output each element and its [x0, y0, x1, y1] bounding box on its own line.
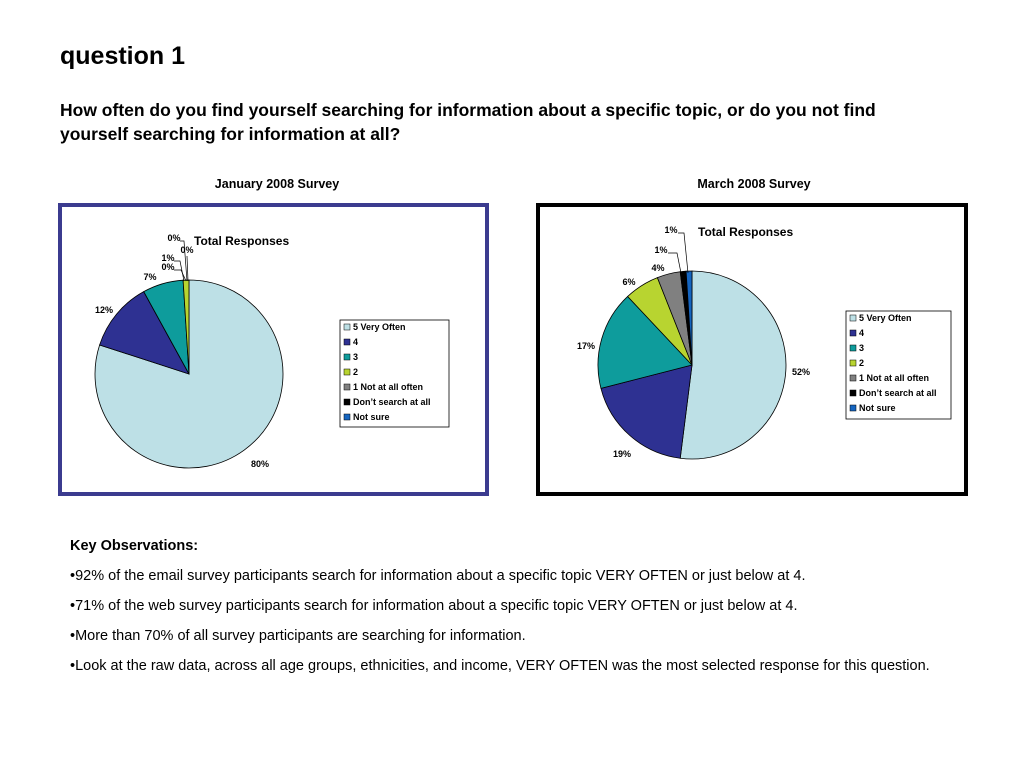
data-label: 1% — [161, 253, 174, 263]
pie-slice-2 — [600, 364, 693, 459]
legend-swatch — [343, 383, 351, 391]
legend-swatch — [343, 338, 351, 346]
pie-slice-2 — [99, 291, 190, 375]
legend-swatch — [343, 323, 351, 331]
legend-entry: Not sure — [353, 412, 390, 422]
legend-swatch — [849, 404, 857, 412]
legend-entry: 5 Very Often — [353, 322, 406, 332]
data-label: 17% — [577, 341, 595, 351]
legend-swatch — [343, 413, 351, 421]
legend-entry: 3 — [859, 343, 864, 353]
data-label: 4% — [651, 263, 664, 273]
legend-swatch — [343, 368, 351, 376]
chart-title: Total Responses — [698, 225, 793, 239]
legend-swatch — [343, 353, 351, 361]
data-label: 52% — [792, 367, 810, 377]
note-item: •Look at the raw data, across all age gr… — [70, 658, 930, 674]
legend-swatch — [849, 389, 857, 397]
notes-heading: Key Observations: — [70, 538, 199, 554]
legend-entry: 2 — [859, 358, 864, 368]
legend-swatch — [343, 398, 351, 406]
survey-title-january: January 2008 Survey — [214, 177, 340, 191]
legend-box — [845, 310, 952, 420]
legend-entry: Don’t search at all — [859, 388, 937, 398]
question-text: How often do you find yourself searching… — [60, 100, 876, 144]
note-item: •71% of the web survey participants sear… — [70, 598, 798, 614]
data-label: 80% — [251, 459, 269, 469]
pie-slice-1 — [679, 270, 787, 460]
legend-swatch — [849, 344, 857, 352]
page-title: question 1 — [60, 42, 186, 70]
pie-slice-7 — [685, 270, 693, 366]
pie-slice-4 — [182, 279, 190, 375]
data-label: 6% — [622, 277, 635, 287]
leader-line — [180, 240, 188, 282]
leader-line — [174, 269, 187, 282]
data-label: 1% — [654, 245, 667, 255]
legend-swatch — [849, 359, 857, 367]
legend-entry: 4 — [353, 337, 358, 347]
pie-chart-march: Total Responses 52% 19% 17% 6% 4% 1% 1% 5 Very O… — [577, 225, 952, 460]
chart-march: Total Responses 52% 19% 17% 6% 4% 1% 1% 5 Very O… — [536, 203, 968, 496]
note-item: •More than 70% of all survey participant… — [70, 628, 526, 644]
legend-entry: 3 — [353, 352, 358, 362]
legend-swatch — [849, 374, 857, 382]
chart-january: Total Responses 80% 12% 7% 1% 0% 0% 0% 5 Very Of… — [58, 203, 489, 496]
data-label: 1% — [664, 225, 677, 235]
chart-title: Total Responses — [194, 234, 289, 248]
legend-entry: 2 — [353, 367, 358, 377]
legend-entry: 1 Not at all often — [353, 382, 423, 392]
data-label: 0% — [167, 233, 180, 243]
leader-line — [174, 260, 185, 282]
legend-box — [339, 319, 450, 428]
leader-line — [186, 255, 189, 282]
survey-title-march: March 2008 Survey — [697, 177, 811, 191]
data-label: 12% — [95, 305, 113, 315]
pie-slice-3 — [597, 295, 693, 389]
data-label: 0% — [180, 245, 193, 255]
legend-entry: 4 — [859, 328, 864, 338]
data-label: 0% — [161, 262, 174, 272]
legend-swatch — [849, 314, 857, 322]
data-label: 7% — [143, 272, 156, 282]
note-item: •92% of the email survey participants se… — [70, 568, 806, 584]
legend-entry: 5 Very Often — [859, 313, 912, 323]
data-label: 19% — [613, 449, 631, 459]
legend-swatch — [849, 329, 857, 337]
leader-line — [668, 252, 682, 274]
legend-entry: 1 Not at all often — [859, 373, 929, 383]
legend-entry: Don’t search at all — [353, 397, 431, 407]
key-observations: Key Observations: •92% of the email surv… — [70, 537, 970, 687]
legend-entry: Not sure — [859, 403, 896, 413]
leader-line — [678, 232, 689, 274]
